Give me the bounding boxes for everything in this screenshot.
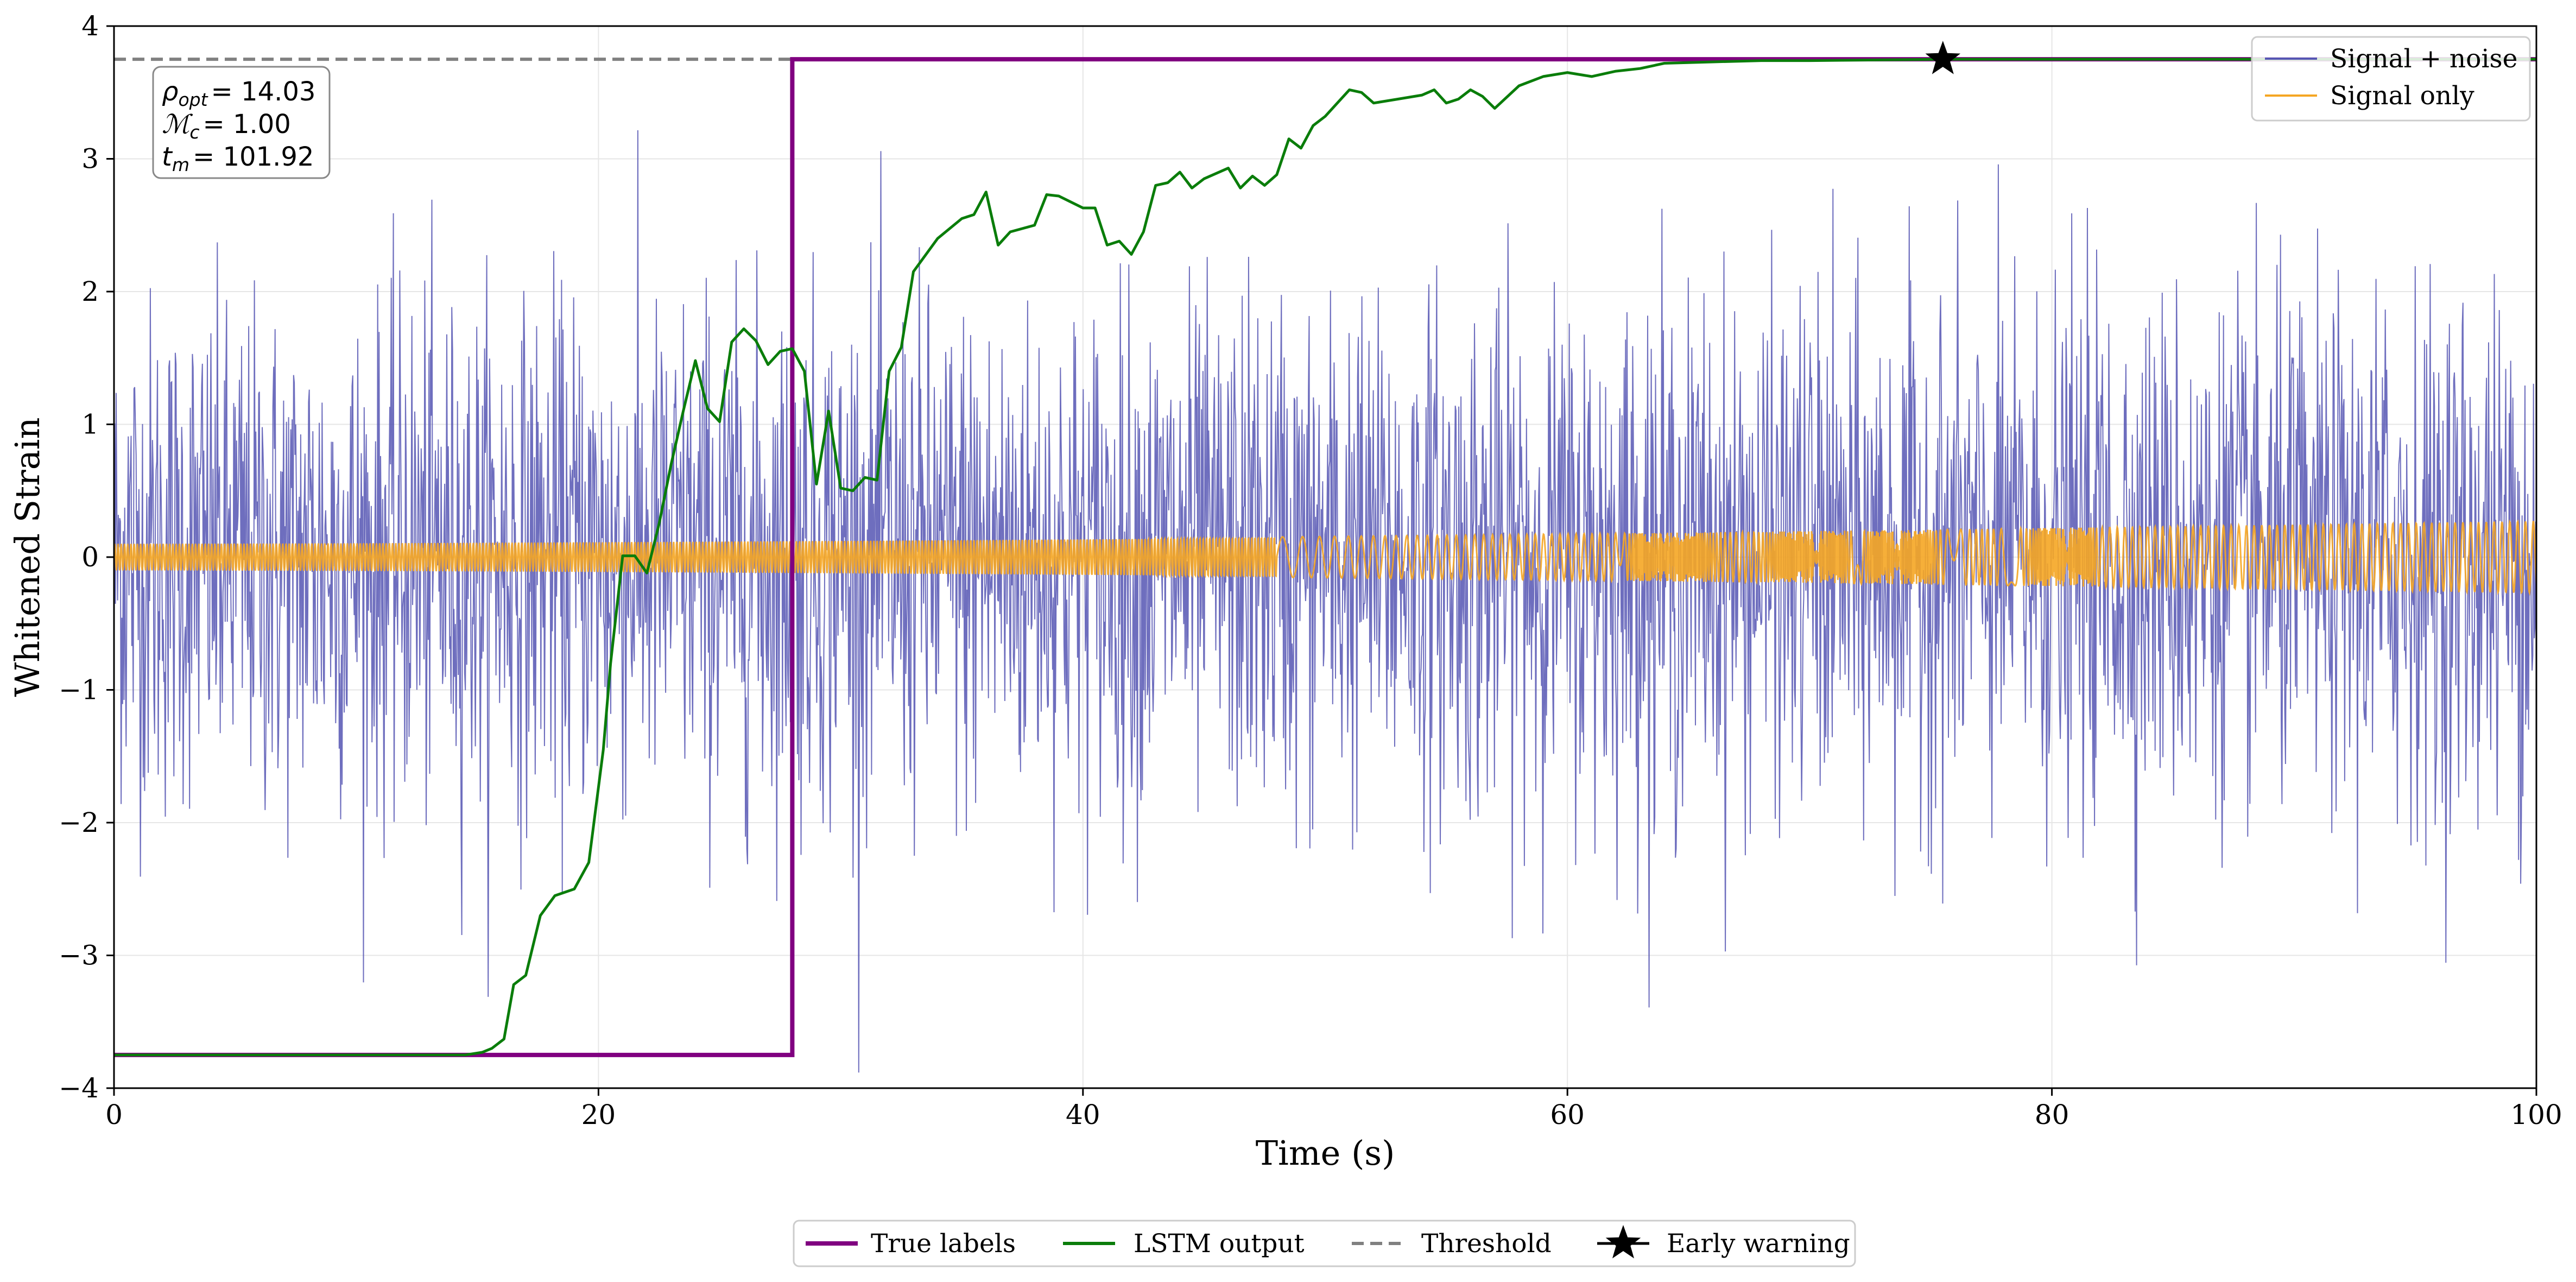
legend-label-early-warning: Early warning — [1667, 1229, 1850, 1259]
y-tick-label: 0 — [81, 541, 99, 573]
x-tick-label: 40 — [1066, 1099, 1100, 1131]
x-axis: 0 20 40 60 80 100 — [105, 1088, 2562, 1131]
y-tick-label: 3 — [81, 143, 99, 175]
series-signal-only — [114, 519, 2536, 596]
early-warning-marker — [1925, 41, 1961, 74]
series-signal-noise — [114, 130, 2536, 1073]
x-tick-label: 80 — [2035, 1099, 2069, 1131]
tm-value: = 101.92 — [193, 142, 314, 172]
mc-symbol: ℳ — [162, 109, 193, 140]
rho-subscript: opt — [178, 89, 208, 110]
legend-swatch-early-warning-star — [1605, 1225, 1641, 1259]
mc-value: = 1.00 — [202, 109, 290, 140]
legend-label-threshold: Threshold — [1421, 1229, 1552, 1259]
legend-label-true-labels: True labels — [871, 1229, 1016, 1259]
y-tick-label: −1 — [59, 674, 99, 706]
y-tick-label: −2 — [59, 807, 99, 838]
legend-series-box — [2251, 36, 2531, 122]
legend-label-signal-only: Signal only — [2330, 81, 2474, 111]
annotation-tm: tm = 101.92 — [162, 142, 314, 175]
legend-series: Signal + noise Signal only — [2251, 36, 2531, 122]
y-axis-label: Whitened Strain — [8, 418, 47, 697]
rho-value: = 14.03 — [211, 77, 316, 107]
annotation-mc: ℳc = 1.00 — [162, 109, 291, 143]
annotation-rho: ρopt = 14.03 — [162, 77, 315, 110]
plot-area — [114, 57, 2536, 1073]
y-tick-label: 1 — [81, 409, 99, 440]
rho-symbol: ρ — [162, 77, 178, 107]
annotation-box — [152, 66, 331, 179]
legend-label-lstm: LSTM output — [1134, 1229, 1305, 1259]
x-tick-label: 60 — [1550, 1099, 1585, 1131]
mc-subscript: c — [189, 122, 199, 143]
tm-subscript: m — [172, 154, 189, 175]
y-tick-label: −4 — [59, 1072, 99, 1104]
params-annotation: ρopt = 14.03 ℳc = 1.00 tm = 101.92 — [152, 66, 331, 179]
y-tick-label: 4 — [81, 10, 99, 42]
x-tick-label: 20 — [581, 1099, 616, 1131]
y-tick-label: −3 — [59, 940, 99, 971]
tm-symbol: t — [162, 142, 173, 172]
series-lstm-output — [114, 58, 2536, 1057]
x-tick-label: 0 — [105, 1099, 123, 1131]
legend-label-signal-noise: Signal + noise — [2330, 44, 2517, 74]
y-axis: −4 −3 −2 −1 0 1 2 3 4 — [59, 10, 114, 1104]
legend-markers: True labels LSTM output Threshold Early … — [793, 1220, 1856, 1267]
legend-markers-box — [793, 1220, 1856, 1267]
x-axis-label: Time (s) — [1256, 1133, 1395, 1173]
y-tick-label: 2 — [81, 276, 99, 307]
x-tick-label: 100 — [2510, 1099, 2562, 1131]
